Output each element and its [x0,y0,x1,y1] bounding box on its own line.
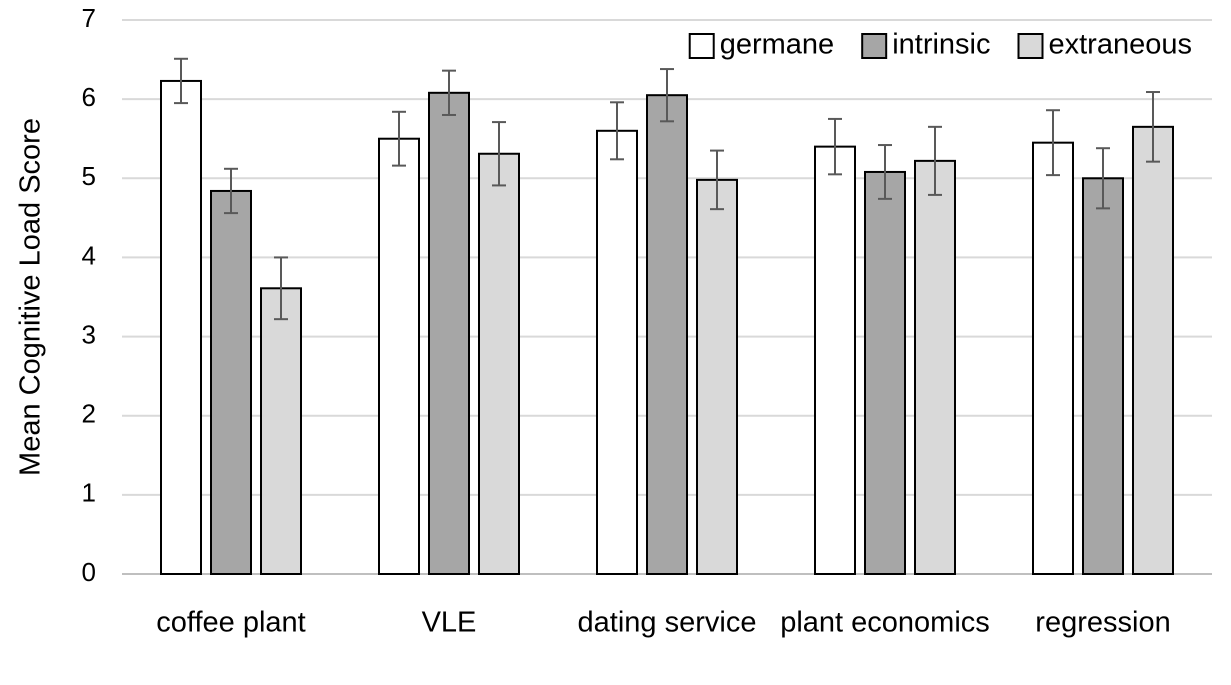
bar [646,94,688,576]
y-tick-label: 1 [82,478,96,508]
x-tick-label: regression [1035,607,1170,639]
bar [378,137,420,575]
legend-label: intrinsic [892,29,990,61]
x-tick-label: coffee plant [156,607,305,639]
y-axis-label: Mean Cognitive Load Score [15,118,47,476]
bar [1082,177,1124,576]
error-bar [274,256,288,321]
bar [160,79,202,575]
error-bar [928,125,942,196]
error-bar [442,69,456,116]
bar [1132,125,1174,575]
error-bar [1096,147,1110,210]
bar [596,129,638,576]
y-tick-label: 2 [82,399,96,429]
error-bar [610,101,624,161]
y-tick-label: 5 [82,161,96,191]
error-bar [492,121,506,187]
error-bar [1146,91,1160,163]
error-bar [174,57,188,105]
bar [260,287,302,575]
bar [478,152,520,575]
legend-label: extraneous [1049,29,1193,61]
bar [210,189,252,575]
x-tick-label: dating service [578,607,757,639]
y-tick-label: 7 [82,3,96,33]
legend-swatch [688,33,715,59]
y-tick-label: 4 [82,240,96,270]
y-tick-label: 6 [82,82,96,112]
error-bar [710,149,724,211]
error-bar [878,144,892,200]
bar [428,91,470,575]
bar [1032,141,1074,576]
legend-label: germane [720,29,834,61]
y-tick-label: 3 [82,319,96,349]
bar [864,170,906,575]
error-bar [828,117,842,176]
error-bar [660,68,674,123]
legend-swatch [861,33,888,59]
legend-swatch [1017,33,1044,59]
x-tick-label: plant economics [780,607,990,639]
x-tick-label: VLE [422,607,477,639]
error-bar [1046,109,1060,177]
error-bar [224,167,238,215]
bar [914,159,956,575]
error-bar [392,110,406,167]
y-tick-label: 0 [82,557,96,587]
bar [696,178,738,576]
bar [814,145,856,575]
